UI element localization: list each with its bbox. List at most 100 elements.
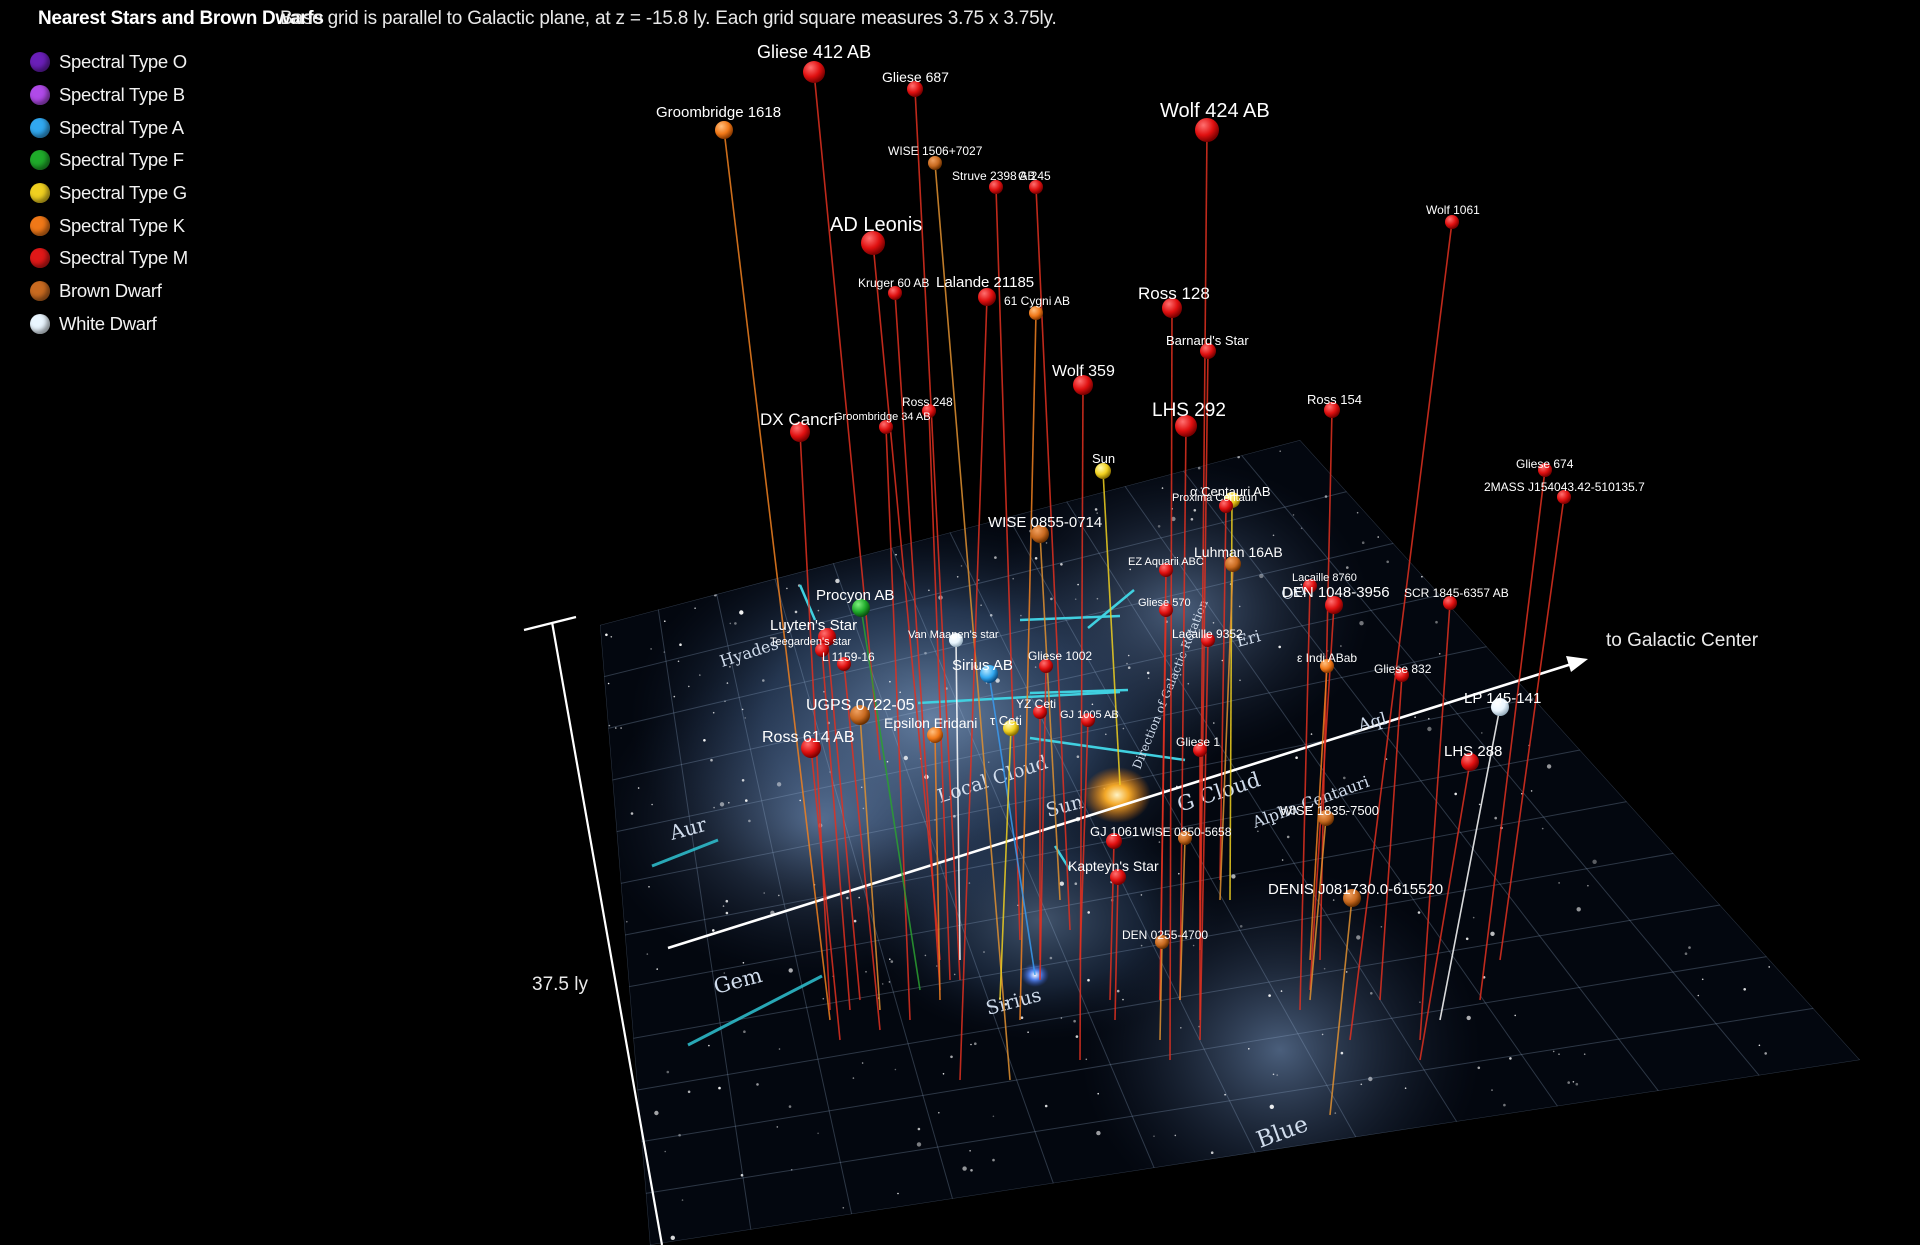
- star-marker[interactable]: [989, 180, 1003, 194]
- star-marker[interactable]: [818, 628, 836, 646]
- star-marker[interactable]: [949, 633, 963, 647]
- star-marker[interactable]: [1225, 556, 1241, 572]
- background-star: [1085, 1058, 1088, 1061]
- star-marker[interactable]: [1033, 705, 1047, 719]
- background-star: [1187, 682, 1190, 685]
- star-label: τ Ceti: [990, 713, 1022, 728]
- star-marker[interactable]: [1039, 659, 1053, 673]
- star-marker[interactable]: [1538, 463, 1552, 477]
- star-marker[interactable]: [801, 738, 821, 758]
- star-marker[interactable]: [1445, 215, 1459, 229]
- background-star: [615, 727, 617, 729]
- background-star: [1146, 671, 1150, 675]
- background-star: [1684, 952, 1688, 955]
- background-star: [673, 695, 676, 698]
- background-star: [1478, 803, 1481, 806]
- star-marker[interactable]: [1106, 833, 1122, 849]
- star-stem: [1109, 840, 1115, 1001]
- star-marker[interactable]: [1178, 831, 1192, 845]
- background-star: [1116, 989, 1120, 993]
- star-marker[interactable]: [1175, 415, 1197, 437]
- star-label: Luhman 16AB: [1194, 544, 1283, 560]
- direction-arrow: [1029, 688, 1129, 695]
- star-marker[interactable]: [815, 643, 829, 657]
- star-marker[interactable]: [861, 231, 885, 255]
- star-marker[interactable]: [907, 81, 923, 97]
- scale-label: 37.5 ly: [532, 974, 588, 995]
- background-star: [1428, 718, 1430, 720]
- star-marker[interactable]: [1110, 869, 1126, 885]
- star-marker[interactable]: [927, 727, 943, 743]
- star-marker[interactable]: [1031, 525, 1049, 543]
- star-marker[interactable]: [1303, 579, 1317, 593]
- star-marker[interactable]: [1195, 118, 1219, 142]
- grid-line: [604, 491, 1347, 678]
- star-marker[interactable]: [852, 599, 870, 617]
- star-marker[interactable]: [1557, 490, 1571, 504]
- background-star: [712, 929, 715, 932]
- star-marker[interactable]: [1073, 375, 1093, 395]
- star-marker[interactable]: [879, 420, 893, 434]
- star-marker[interactable]: [1162, 298, 1182, 318]
- star-marker[interactable]: [1193, 743, 1207, 757]
- star-marker[interactable]: [837, 657, 851, 671]
- background-star: [663, 651, 666, 653]
- background-star: [1269, 1104, 1275, 1110]
- background-star: [1360, 1083, 1363, 1086]
- star-marker[interactable]: [1003, 720, 1019, 736]
- star-marker[interactable]: [1343, 889, 1361, 907]
- star-stem: [1019, 312, 1037, 1021]
- background-star: [1435, 620, 1438, 624]
- star-marker[interactable]: [1095, 463, 1111, 479]
- star-marker[interactable]: [715, 121, 733, 139]
- star-label: Gliese 570: [1138, 597, 1191, 609]
- star-marker[interactable]: [790, 422, 810, 442]
- star-marker[interactable]: [1325, 596, 1343, 614]
- star-marker[interactable]: [1320, 659, 1334, 673]
- star-marker[interactable]: [803, 61, 825, 83]
- star-marker[interactable]: [1159, 563, 1173, 577]
- background-star: [651, 803, 653, 806]
- background-star: [1576, 907, 1581, 912]
- star-marker[interactable]: [888, 286, 902, 300]
- background-star: [1027, 1031, 1029, 1033]
- background-star: [980, 604, 982, 606]
- star-marker[interactable]: [928, 156, 942, 170]
- star-marker[interactable]: [1029, 306, 1043, 320]
- star-marker[interactable]: [1201, 633, 1215, 647]
- star-stem: [1159, 941, 1163, 1041]
- star-marker[interactable]: [1081, 713, 1095, 727]
- star-label: Struve 2398 AB: [952, 169, 1035, 183]
- star-marker[interactable]: [1029, 180, 1043, 194]
- grid-line: [1182, 470, 1659, 1092]
- star-marker[interactable]: [922, 404, 936, 418]
- grid-line: [637, 904, 1721, 1091]
- star-marker[interactable]: [978, 288, 996, 306]
- star-marker[interactable]: [1200, 343, 1216, 359]
- background-star: [648, 886, 650, 888]
- background-star: [1286, 835, 1290, 839]
- background-star: [817, 609, 820, 612]
- background-star: [794, 610, 798, 614]
- star-marker[interactable]: [1324, 402, 1340, 418]
- background-star: [1079, 804, 1081, 807]
- star-marker[interactable]: [1395, 668, 1409, 682]
- star-marker[interactable]: [1155, 935, 1169, 949]
- star-marker[interactable]: [850, 705, 870, 725]
- background-star: [1091, 703, 1094, 706]
- star-marker[interactable]: [1159, 603, 1173, 617]
- star-marker[interactable]: [1491, 698, 1509, 716]
- star-marker[interactable]: [980, 665, 998, 683]
- star-stem: [1379, 674, 1403, 1001]
- legend-swatch: [30, 85, 50, 106]
- star-marker[interactable]: [1461, 753, 1479, 771]
- background-star: [1546, 764, 1552, 769]
- star-marker[interactable]: [1219, 499, 1233, 513]
- star-marker[interactable]: [1318, 810, 1334, 826]
- star-label: 2MASS J154043.42-510135.7: [1484, 480, 1645, 494]
- star-marker[interactable]: [1443, 596, 1457, 610]
- background-star: [1758, 1044, 1761, 1047]
- grid-line: [600, 440, 1301, 626]
- background-star: [935, 965, 938, 967]
- star-label: Lacaille 9352: [1172, 627, 1243, 641]
